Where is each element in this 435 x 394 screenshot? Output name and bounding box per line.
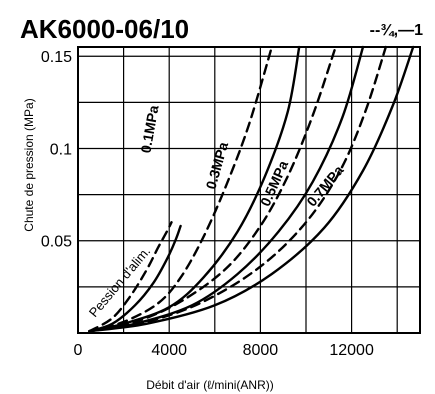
x-tick-label: 12000 — [329, 342, 374, 359]
grid-lines — [78, 47, 420, 333]
y-tick-label: 0.15 — [41, 49, 72, 66]
y-axis-ticks: 0.05 0.1 0.15 — [41, 49, 72, 251]
series-line-07MPa-dashed — [89, 47, 385, 331]
chart-title: AK6000-06/10 — [20, 14, 189, 44]
x-tick-label: 4000 — [151, 342, 187, 359]
plot-frame — [78, 47, 420, 333]
size-code: --¾,—1 — [370, 22, 423, 39]
y-tick-label: 0.1 — [50, 141, 72, 158]
x-axis-label: Débit d'air (ℓ/mini(ANR)) — [146, 378, 274, 392]
curve-label: 0.1MPa — [137, 104, 161, 155]
x-tick-label: 8000 — [243, 342, 279, 359]
x-tick-label: 0 — [74, 342, 83, 359]
y-axis-label: Chute de pression (MPa) — [22, 98, 36, 231]
y-tick-label: 0.05 — [41, 234, 72, 251]
series-line-07MPa-solid — [89, 47, 413, 331]
series-curves — [89, 47, 413, 331]
supply-pressure-annotation: Pession d'alim. — [86, 244, 153, 320]
x-axis-ticks: 0 4000 8000 12000 — [74, 342, 374, 359]
